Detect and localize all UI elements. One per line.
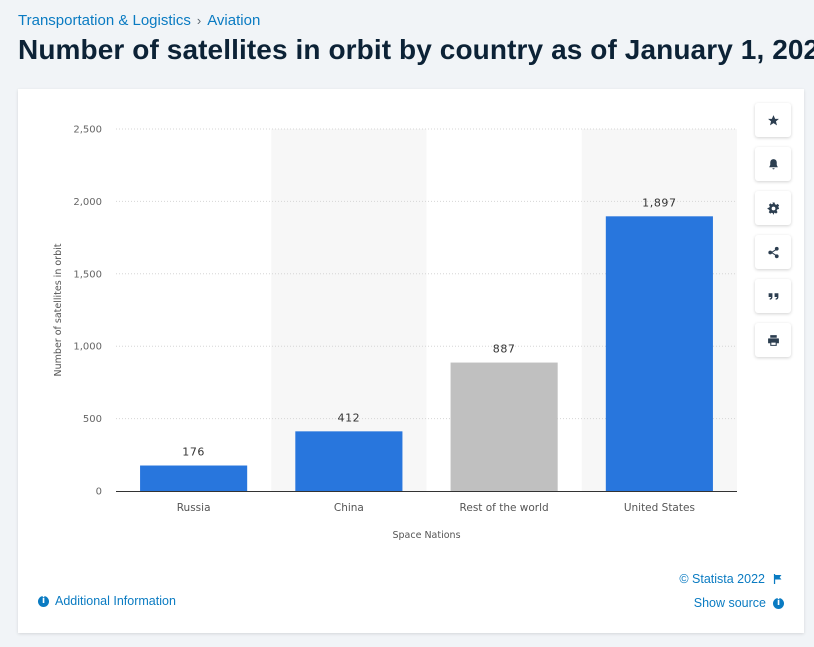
x-tick-label: Rest of the world (460, 502, 549, 514)
y-tick-label: 500 (83, 414, 102, 425)
show-source-label: Show source (693, 596, 766, 610)
x-tick-label: United States (624, 502, 695, 514)
breadcrumb-link-transportation[interactable]: Transportation & Logistics (18, 12, 191, 29)
copyright-link[interactable]: © Statista 2022 (679, 572, 782, 586)
star-icon (767, 114, 779, 125)
bar (450, 362, 558, 491)
favorite-button[interactable] (755, 103, 791, 137)
y-tick-label: 1,500 (73, 269, 102, 280)
breadcrumb-separator: › (196, 13, 202, 28)
bar (140, 465, 248, 491)
bell-icon (768, 158, 778, 169)
share-icon (767, 246, 779, 258)
quote-icon (768, 292, 778, 300)
y-tick-label: 0 (96, 487, 102, 498)
additional-information-label: Additional Information (55, 594, 176, 608)
y-axis-title: Number of satellites in orbit (53, 243, 64, 376)
y-tick-label: 2,500 (73, 125, 102, 136)
y-tick-label: 2,000 (73, 197, 102, 208)
bar (295, 431, 403, 491)
additional-information-link[interactable]: i Additional Information (38, 594, 176, 608)
bar-chart: 0 500 1,000 1,500 2,000 2,500 176 Russia 412 Chin… (53, 125, 737, 541)
flag-icon (773, 574, 782, 584)
breadcrumb: Transportation & Logistics › Aviation (18, 12, 260, 29)
breadcrumb-link-aviation[interactable]: Aviation (207, 12, 261, 29)
x-tick-label: Russia (177, 502, 211, 514)
data-label: 1,897 (642, 196, 677, 209)
chart-card: 0 500 1,000 1,500 2,000 2,500 176 Russia 412 Chin… (18, 89, 804, 633)
cite-button[interactable] (755, 279, 791, 313)
copyright-text: © Statista 2022 (679, 572, 765, 586)
data-label: 412 (337, 411, 360, 424)
gear-icon (767, 202, 779, 214)
print-icon (767, 334, 779, 346)
notification-button[interactable] (755, 147, 791, 181)
bar (605, 216, 713, 491)
print-button[interactable] (755, 323, 791, 357)
info-icon: i (38, 595, 49, 607)
y-tick-label: 1,000 (73, 342, 102, 353)
data-label: 176 (182, 446, 205, 459)
page-title: Number of satellites in orbit by country… (18, 34, 814, 65)
chart-toolbar (755, 103, 791, 367)
x-axis-title: Space Nations (392, 530, 460, 541)
column-shade (271, 129, 427, 491)
settings-button[interactable] (755, 191, 791, 225)
x-tick-label: China (334, 502, 364, 514)
data-label: 887 (493, 343, 516, 356)
show-source-link[interactable]: Show source i (694, 596, 784, 610)
share-button[interactable] (755, 235, 791, 269)
info-icon: i (773, 597, 784, 609)
